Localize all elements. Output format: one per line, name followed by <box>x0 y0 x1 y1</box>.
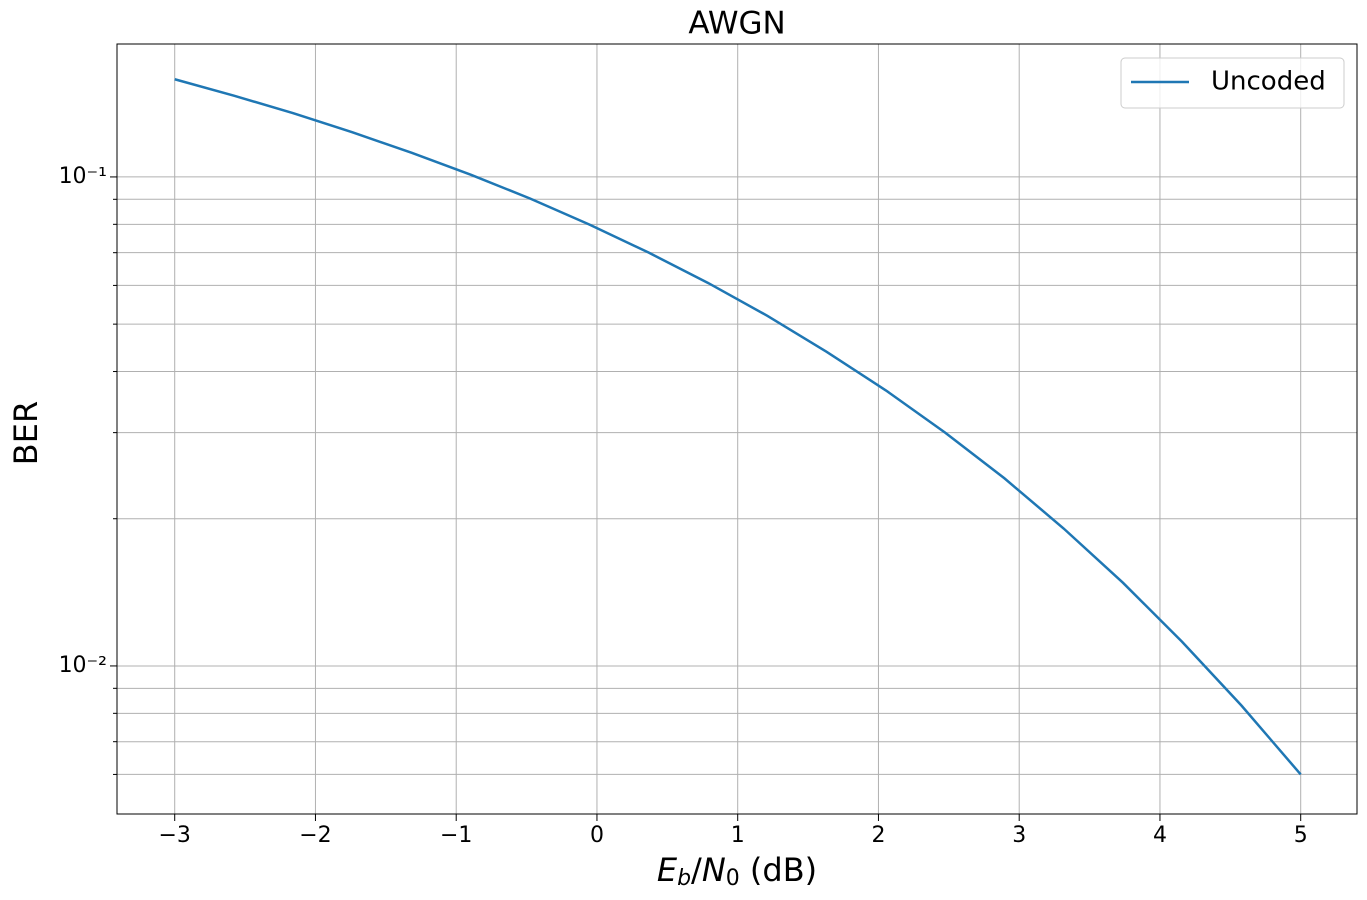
x-label-part: N <box>702 851 726 889</box>
x-label-part: b <box>677 866 691 891</box>
y-tick-label: 10⁻² <box>59 653 107 678</box>
x-axis-label: Eb/N0 (dB) <box>657 851 817 891</box>
legend-label: Uncoded <box>1211 67 1326 97</box>
x-label-part: / <box>691 851 702 889</box>
x-label-part: (dB) <box>740 851 817 889</box>
chart-title: AWGN <box>688 6 785 42</box>
plot-frame <box>116 43 1358 815</box>
x-tick-label: 4 <box>1153 823 1167 848</box>
x-tick-label: 2 <box>871 823 885 848</box>
x-tick-label: 3 <box>1012 823 1026 848</box>
x-label-part: 0 <box>726 866 740 891</box>
legend-box <box>1120 57 1345 109</box>
x-label-part: E <box>657 851 678 889</box>
y-axis-label: BER <box>7 401 45 465</box>
x-tick-label: −3 <box>158 823 190 848</box>
x-tick-label: 1 <box>731 823 745 848</box>
data-line <box>174 78 1302 776</box>
x-tick-label: −2 <box>299 823 331 848</box>
x-tick-label: −1 <box>440 823 472 848</box>
x-tick-label: 0 <box>590 823 604 848</box>
x-tick-label: 5 <box>1294 823 1308 848</box>
y-tick-label: 10⁻¹ <box>59 164 107 189</box>
